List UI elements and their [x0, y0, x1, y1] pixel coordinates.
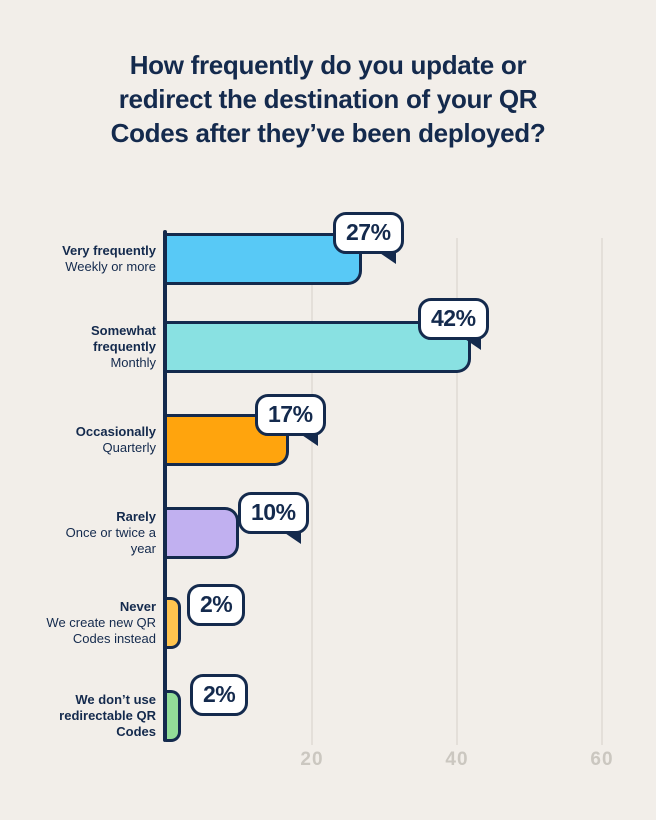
label-regular-line: We create new QR	[46, 615, 156, 630]
value-badge-3: 10%	[238, 492, 309, 534]
chart-title-line-2: redirect the destination of your QR	[118, 84, 538, 114]
label-bold-line: Very frequently	[62, 243, 156, 258]
chart-title-line-3: Codes after they’ve been deployed?	[110, 118, 546, 148]
bar-category-label-3: Rarely Once or twice a year	[8, 507, 156, 559]
value-badge-4: 2%	[187, 584, 246, 626]
label-regular-line: Monthly	[110, 355, 156, 370]
bar-3	[166, 507, 239, 559]
label-regular-line: year	[130, 541, 156, 556]
label-regular-line: Codes instead	[72, 631, 156, 646]
bar-category-label-5: We don’t use redirectable QR Codes	[8, 690, 156, 742]
label-bold-line: Somewhat	[90, 323, 156, 338]
label-bold-line: redirectable QR	[59, 708, 156, 723]
bar-category-label-1: Somewhat frequently Monthly	[8, 321, 156, 373]
chart-title: How frequently do you update or redirect…	[0, 48, 656, 150]
gridline-40	[456, 238, 458, 745]
bar-4	[166, 597, 181, 649]
label-bold-line: Codes	[116, 724, 156, 739]
gridline-60	[601, 238, 603, 745]
gridline-20	[311, 238, 313, 745]
label-bold-line: We don’t use	[75, 692, 156, 707]
value-badge-1: 42%	[418, 298, 489, 340]
bar-0	[166, 233, 362, 285]
bar-category-label-0: Very frequently Weekly or more	[8, 233, 156, 285]
label-bold-line: Occasionally	[75, 424, 156, 439]
bar-chart: 20 40 60 Very frequently Weekly or more Some…	[0, 195, 656, 820]
bar-5	[166, 690, 181, 742]
bar-category-label-2: Occasionally Quarterly	[8, 414, 156, 466]
chart-title-line-1: How frequently do you update or	[129, 50, 527, 80]
label-bold-line: Rarely	[116, 509, 156, 524]
label-regular-line: Quarterly	[102, 440, 156, 455]
label-regular-line: Weekly or more	[65, 259, 156, 274]
x-tick-label-20: 20	[300, 749, 324, 770]
label-regular-line: Once or twice a	[65, 525, 156, 540]
label-bold-line: Never	[119, 599, 156, 614]
value-badge-5: 2%	[190, 674, 249, 716]
y-axis-line	[163, 230, 167, 742]
x-tick-label-60: 60	[590, 749, 614, 770]
value-badge-0: 27%	[333, 212, 404, 254]
bar-category-label-4: Never We create new QR Codes instead	[8, 597, 156, 649]
value-badge-2: 17%	[255, 394, 326, 436]
x-tick-label-40: 40	[445, 749, 469, 770]
label-bold-line: frequently	[93, 339, 156, 354]
